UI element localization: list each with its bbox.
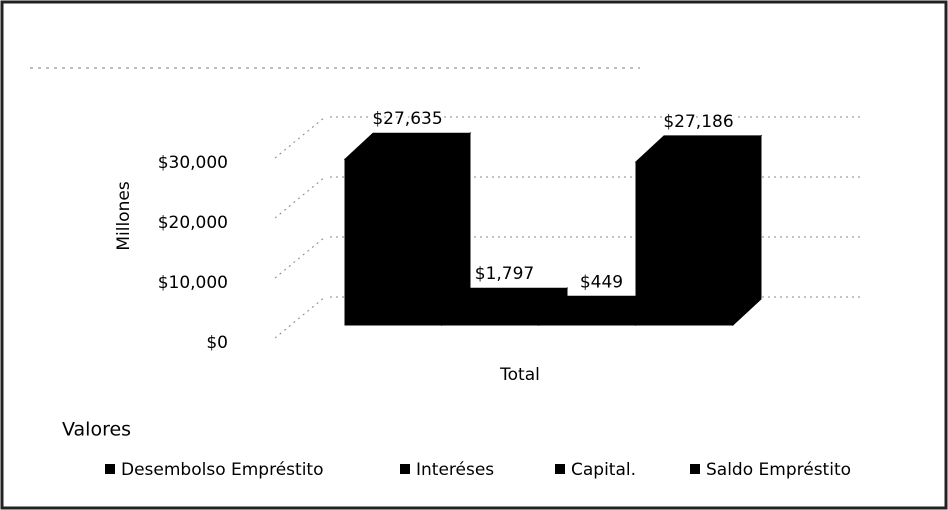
- grid-slant: [274, 236, 326, 279]
- legend-title: Valores: [62, 419, 131, 441]
- y-tick-label: $30,000: [158, 153, 228, 173]
- bar-side: [732, 134, 762, 327]
- y-tick-label: $20,000: [158, 213, 228, 233]
- bar-front: [344, 158, 443, 326]
- legend-label: Desembolso Empréstito: [121, 460, 323, 480]
- x-tick-label: Total: [499, 365, 540, 385]
- legend-label: Interéses: [416, 460, 494, 480]
- bar: [634, 134, 763, 327]
- bar-front: [538, 321, 637, 326]
- legend-swatch: [105, 464, 115, 474]
- data-label: $449: [580, 272, 623, 292]
- data-label: $1,797: [475, 264, 534, 284]
- legend-label: Saldo Empréstito: [706, 460, 851, 480]
- bar: [440, 287, 569, 327]
- legend-swatch: [690, 464, 700, 474]
- data-label: $27,635: [372, 109, 442, 129]
- legend-swatch: [400, 464, 410, 474]
- grid-slant: [274, 296, 326, 339]
- y-axis-label: Millones: [114, 181, 134, 250]
- y-tick-label: $10,000: [158, 273, 228, 293]
- y-tick-label: $0: [206, 333, 228, 353]
- grid-slant: [274, 116, 326, 159]
- grid-slant: [274, 176, 326, 219]
- bar-front: [635, 161, 734, 326]
- bar: [343, 132, 472, 327]
- legend-swatch: [555, 464, 565, 474]
- bar-front: [441, 313, 540, 326]
- legend-label: Capital.: [571, 460, 636, 480]
- data-label: $27,186: [663, 112, 733, 132]
